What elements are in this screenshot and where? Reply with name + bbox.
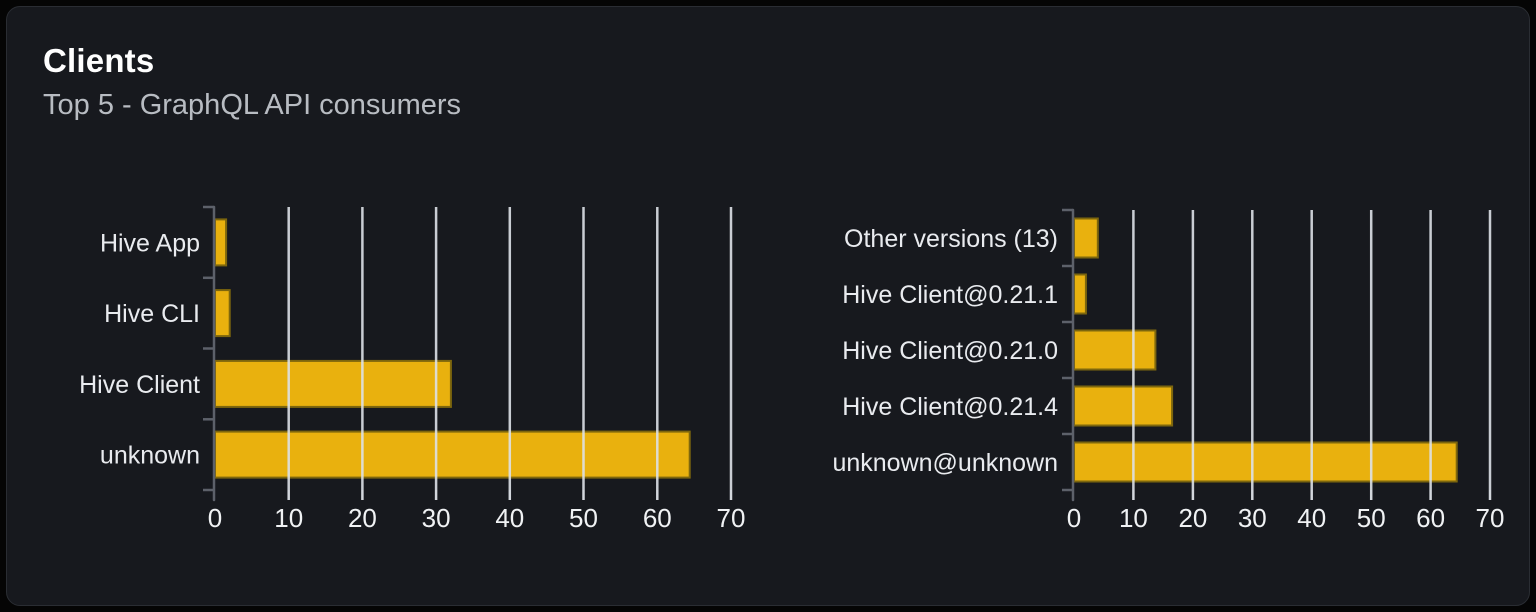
clients-card <box>6 6 1530 606</box>
category-label-hive-app: Hive App <box>100 229 200 257</box>
category-label-other-versions-13: Other versions (13) <box>844 225 1058 253</box>
card-header: Clients Top 5 - GraphQL API consumers <box>43 40 461 123</box>
x-tick-label-0: 0 <box>1067 503 1081 533</box>
bar-hive-client-0-21-0[interactable] <box>1073 329 1157 371</box>
bar-unknown[interactable] <box>214 430 691 479</box>
card-subtitle: Top 5 - GraphQL API consumers <box>43 89 462 122</box>
category-label-hive-client-0-21-1: Hive Client@0.21.1 <box>842 281 1058 309</box>
category-label-hive-client-0-21-4: Hive Client@0.21.4 <box>842 393 1058 421</box>
x-tick-label-70: 70 <box>1476 503 1505 533</box>
category-label-hive-client-0-21-0: Hive Client@0.21.0 <box>842 337 1058 365</box>
bar-hive-client[interactable] <box>214 359 452 408</box>
category-label-hive-client: Hive Client <box>79 371 200 399</box>
x-tick-label-60: 60 <box>643 503 672 533</box>
bar-unknown-unknown[interactable] <box>1073 441 1458 483</box>
category-label-unknown: unknown <box>100 442 200 470</box>
x-tick-label-20: 20 <box>1178 503 1207 533</box>
bar-hive-client-0-21-1[interactable] <box>1073 273 1087 315</box>
x-tick-label-60: 60 <box>1416 503 1445 533</box>
x-tick-label-40: 40 <box>495 503 524 533</box>
x-tick-label-70: 70 <box>717 503 746 533</box>
clients-by-version-chart: 0 10 20 30 40 50 60 70 Other versions (13) Hive C… <box>832 208 1505 533</box>
card-title: Clients <box>43 42 155 79</box>
x-tick-label-30: 30 <box>422 503 451 533</box>
x-tick-label-10: 10 <box>1119 503 1148 533</box>
bar-other-versions-13[interactable] <box>1073 217 1099 259</box>
x-tick-label-20: 20 <box>348 503 377 533</box>
bar-hive-cli[interactable] <box>214 289 231 338</box>
x-tick-label-10: 10 <box>274 503 303 533</box>
clients-by-name-chart: 0 10 20 30 40 50 60 70 Hive App Hive CLI Hive Clie… <box>79 205 746 533</box>
x-tick-label-40: 40 <box>1297 503 1326 533</box>
category-label-hive-cli: Hive CLI <box>104 300 200 328</box>
x-tick-label-50: 50 <box>569 503 598 533</box>
bar-hive-app[interactable] <box>214 218 228 267</box>
bar-hive-client-0-21-4[interactable] <box>1073 385 1174 427</box>
x-tick-label-50: 50 <box>1357 503 1386 533</box>
category-label-unknown-unknown: unknown@unknown <box>832 449 1058 477</box>
x-tick-label-0: 0 <box>208 503 222 533</box>
x-tick-label-30: 30 <box>1238 503 1267 533</box>
